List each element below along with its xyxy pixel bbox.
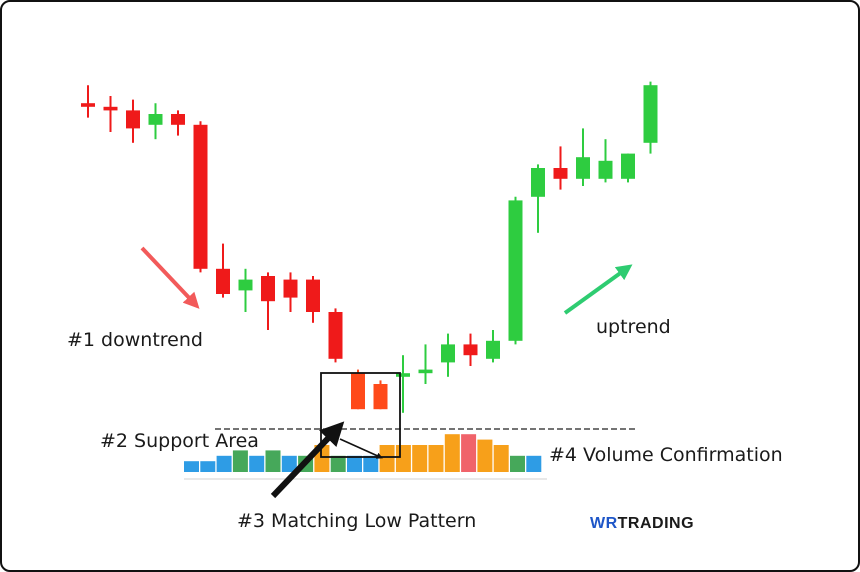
- pattern-arrow: [339, 438, 383, 459]
- candle-body: [261, 276, 275, 302]
- volume-bar: [477, 439, 493, 472]
- logo-part-trading: TRADING: [617, 515, 695, 532]
- candle-body: [396, 373, 410, 377]
- candle-body: [238, 279, 253, 291]
- candle-body: [216, 268, 230, 294]
- matching-low-box: [320, 372, 401, 458]
- volume-bar: [200, 461, 216, 472]
- matching-low-label: #3 Matching Low Pattern: [237, 510, 477, 532]
- candle: [351, 369, 365, 410]
- volume-bar: [428, 445, 444, 472]
- downtrend-label: #1 downtrend: [67, 329, 203, 351]
- volume-bar: [265, 450, 281, 472]
- candle: [238, 268, 253, 312]
- candle: [261, 272, 275, 330]
- candle-body: [81, 103, 95, 107]
- candle: [598, 139, 613, 183]
- candle: [171, 110, 185, 136]
- candle: [553, 146, 568, 190]
- candle-body: [508, 200, 523, 341]
- candle: [441, 333, 455, 377]
- candle: [486, 330, 500, 363]
- volume-bar: [184, 461, 199, 472]
- candle: [103, 96, 118, 132]
- candle: [306, 276, 320, 323]
- candle-body: [126, 110, 140, 129]
- candle-body: [598, 160, 613, 179]
- volume-bar: [330, 455, 346, 472]
- volume-bar: [444, 434, 460, 472]
- volume-bar: [249, 455, 265, 472]
- candle: [576, 128, 590, 186]
- volume-bar: [510, 455, 525, 472]
- wr-trading-logo: WRTRADING: [590, 516, 694, 532]
- candle: [283, 272, 298, 312]
- candle: [126, 99, 140, 143]
- candle-body: [531, 168, 545, 197]
- candle: [148, 103, 163, 140]
- volume-bar: [379, 445, 395, 472]
- candle-body: [643, 85, 658, 143]
- volume-bar: [281, 455, 297, 472]
- candle-body: [171, 114, 185, 125]
- candle-body: [418, 369, 433, 374]
- volume-bar: [347, 455, 362, 472]
- volume-bar: [363, 455, 379, 472]
- candle: [193, 121, 208, 273]
- candle: [508, 196, 523, 345]
- candle-body: [373, 384, 388, 410]
- candle: [216, 243, 230, 298]
- candle-body: [193, 124, 208, 269]
- support-area-label: #2 Support Area: [100, 430, 259, 452]
- uptrend-label: uptrend: [596, 316, 671, 338]
- candle-body: [283, 279, 298, 298]
- candle: [643, 81, 658, 154]
- candle: [621, 153, 635, 183]
- candles: [81, 81, 658, 413]
- candle-body: [351, 373, 365, 410]
- candle-body: [463, 344, 478, 356]
- volume-bar: [216, 455, 232, 472]
- candle-body: [553, 168, 568, 179]
- candle: [396, 355, 410, 413]
- candle: [373, 380, 388, 410]
- candle-body: [441, 344, 455, 363]
- candle-body: [328, 312, 343, 359]
- candle-body: [576, 157, 590, 179]
- candle: [328, 308, 343, 363]
- volume-bar: [412, 445, 428, 472]
- logo-part-wr: WR: [590, 515, 618, 532]
- candle-body: [486, 340, 500, 359]
- uptrend-arrow: [563, 264, 633, 315]
- candle-body: [148, 114, 163, 125]
- candle: [531, 164, 545, 233]
- candle: [463, 333, 478, 366]
- volume-bar: [493, 445, 509, 472]
- candle-body: [306, 279, 320, 312]
- candle-body: [103, 106, 118, 111]
- candle: [418, 344, 433, 384]
- volume-bar: [461, 434, 477, 472]
- candle-body: [621, 153, 635, 179]
- volume-bar: [232, 450, 248, 472]
- pointer-arrow: [270, 421, 345, 499]
- volume-confirmation-label: #4 Volume Confirmation: [549, 444, 783, 466]
- downtrend-arrow: [140, 246, 200, 309]
- volume-bar: [526, 455, 542, 472]
- volume-bar: [395, 445, 411, 472]
- candle: [81, 85, 95, 118]
- annotation-overlay: [140, 246, 638, 499]
